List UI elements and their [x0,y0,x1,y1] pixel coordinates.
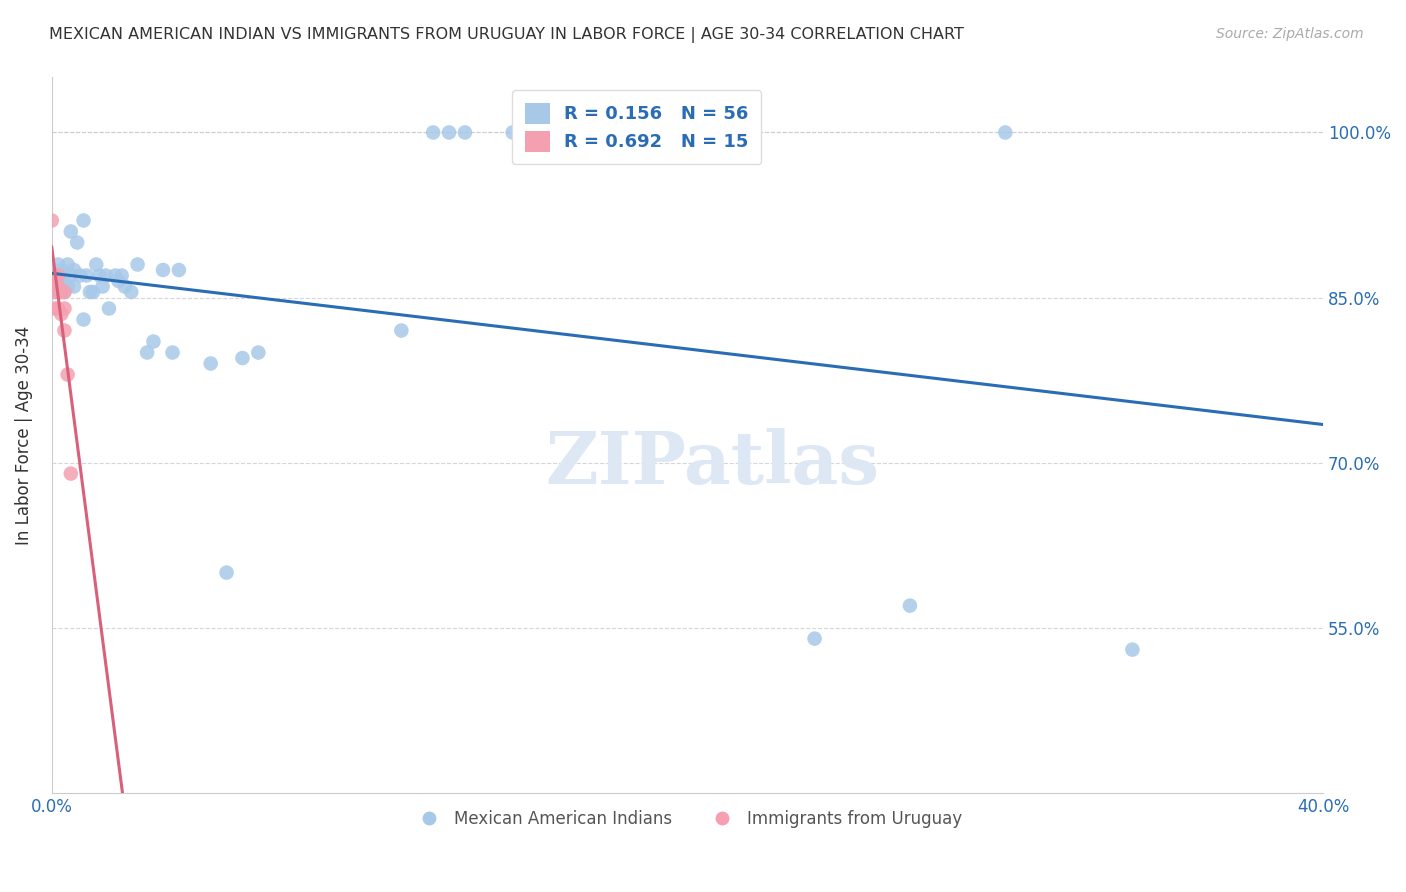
Point [565,125,588,139]
Point [44,285,66,299]
Point [247,345,270,359]
Point [53,285,76,299]
Point [51,285,73,299]
Point [46,301,69,316]
Point [63,263,86,277]
Point [53,268,76,283]
Point [72,213,94,227]
Point [69,268,91,283]
Point [41,213,63,227]
Point [44,279,66,293]
Point [152,263,174,277]
Point [114,279,136,293]
Point [994,125,1017,139]
Point [44,268,66,283]
Legend: Mexican American Indians, Immigrants from Uruguay: Mexican American Indians, Immigrants fro… [406,803,969,834]
Point [44,301,66,316]
Y-axis label: In Labor Force | Age 30-34: In Labor Force | Age 30-34 [15,326,32,545]
Point [51,307,73,321]
Point [898,599,921,613]
Point [66,235,89,250]
Point [120,285,142,299]
Text: Source: ZipAtlas.com: Source: ZipAtlas.com [1216,27,1364,41]
Point [59,268,82,283]
Point [41,279,63,293]
Point [53,301,76,316]
Point [59,225,82,239]
Point [46,279,69,293]
Point [104,268,127,283]
Point [51,285,73,299]
Text: ZIPatlas: ZIPatlas [546,428,880,500]
Point [84,258,107,272]
Point [56,258,79,272]
Point [1121,642,1143,657]
Point [215,566,238,580]
Point [167,263,190,277]
Point [51,279,73,293]
Point [56,368,79,382]
Point [437,125,460,139]
Point [142,334,165,349]
Point [502,125,524,139]
Point [44,285,66,299]
Point [46,279,69,293]
Point [97,301,120,316]
Point [596,125,619,139]
Point [76,268,98,283]
Point [82,285,104,299]
Point [41,285,63,299]
Point [94,268,117,283]
Point [79,285,101,299]
Point [422,125,444,139]
Point [56,279,79,293]
Point [46,258,69,272]
Point [127,258,149,272]
Point [63,279,86,293]
Point [53,324,76,338]
Point [53,285,76,299]
Point [59,467,82,481]
Point [231,351,253,365]
Point [51,263,73,277]
Point [454,125,477,139]
Point [46,268,69,283]
Point [107,274,129,288]
Point [389,324,412,338]
Point [200,357,222,371]
Text: MEXICAN AMERICAN INDIAN VS IMMIGRANTS FROM URUGUAY IN LABOR FORCE | AGE 30-34 CO: MEXICAN AMERICAN INDIAN VS IMMIGRANTS FR… [49,27,965,43]
Point [46,268,69,283]
Point [91,279,114,293]
Point [136,345,159,359]
Point [44,268,66,283]
Point [72,312,94,326]
Point [803,632,825,646]
Point [111,268,134,283]
Point [162,345,184,359]
Point [89,268,111,283]
